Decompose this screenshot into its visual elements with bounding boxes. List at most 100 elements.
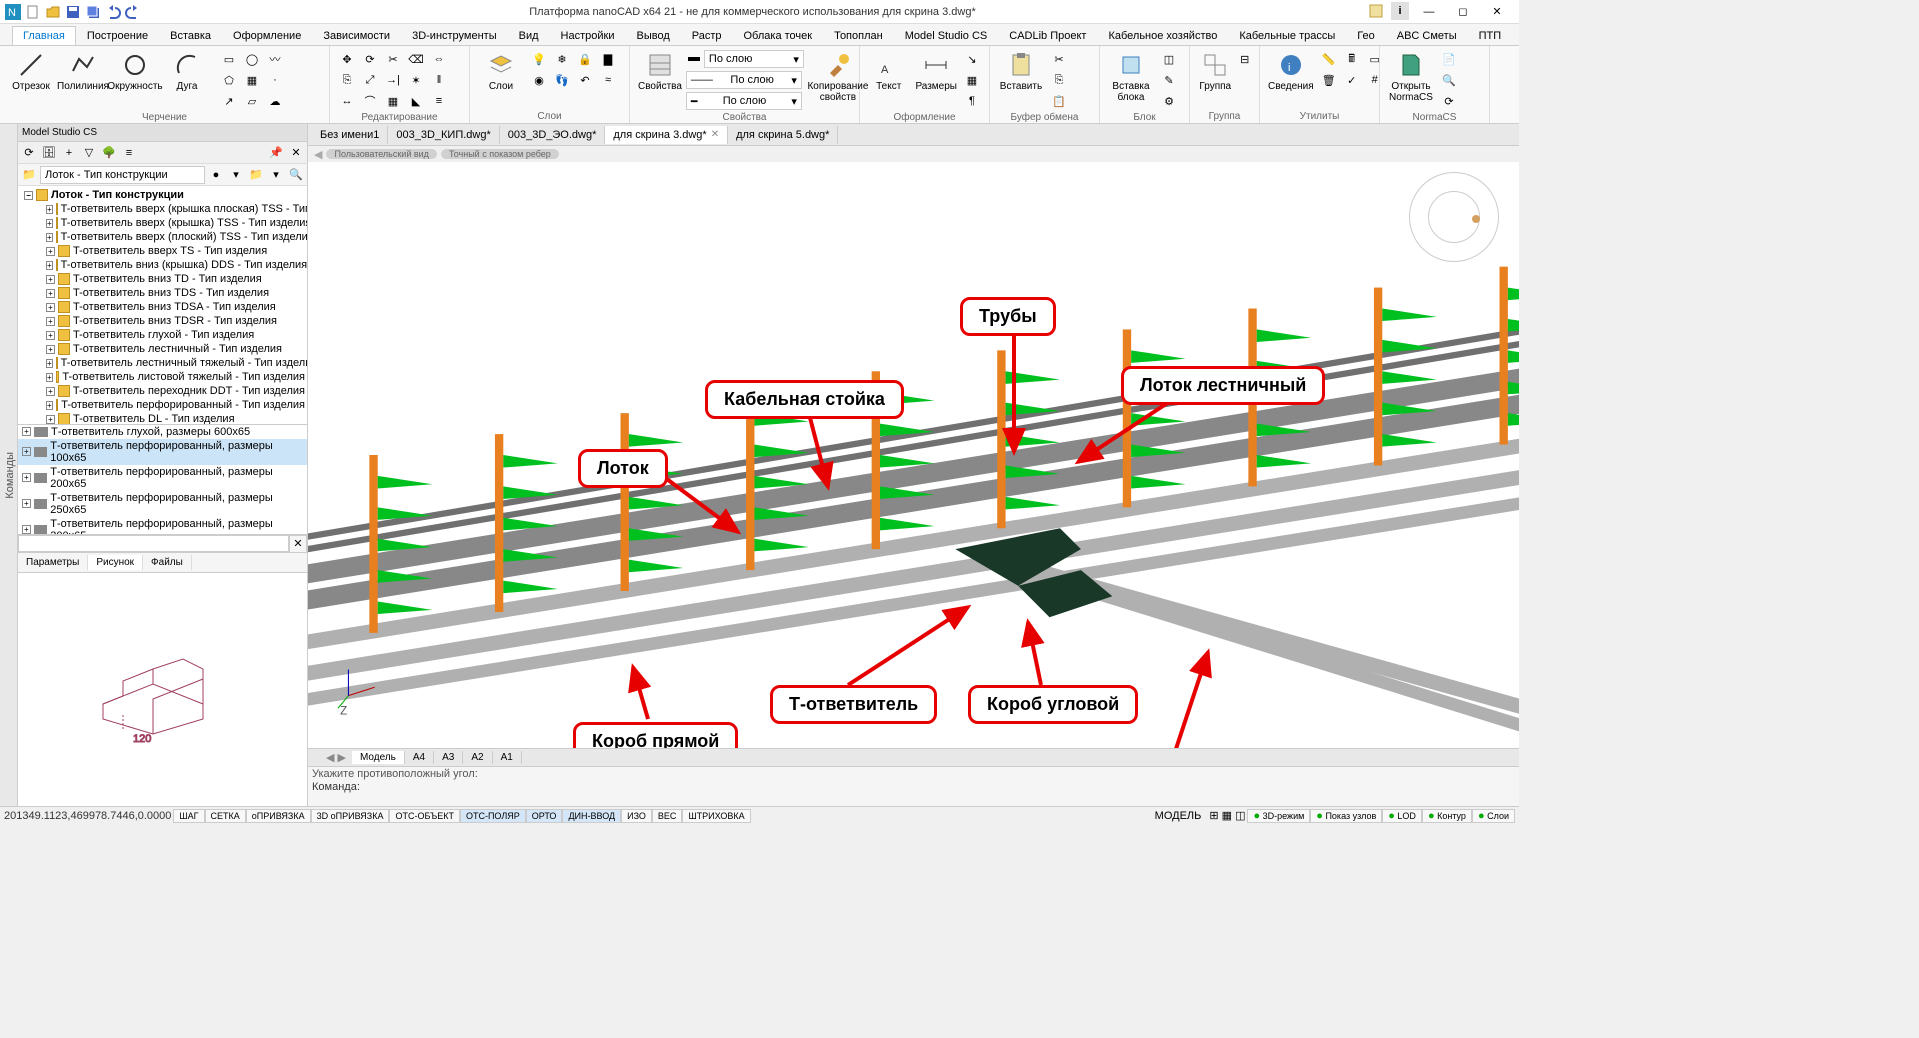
status-toggle-ШАГ[interactable]: ШАГ xyxy=(173,809,204,823)
tree-item[interactable]: +T-ответвитель вверх TS - Тип изделия xyxy=(20,244,305,258)
layer-match-icon[interactable]: ≈ xyxy=(597,70,619,90)
block-attr-icon[interactable]: ⚙ xyxy=(1158,91,1180,111)
ray-icon[interactable]: ↗ xyxy=(218,91,240,111)
tree-item[interactable]: +T-ответвитель вверх (крышка) TSS - Тип … xyxy=(20,216,305,230)
tree-item[interactable]: +T-ответвитель вниз TDSR - Тип изделия xyxy=(20,314,305,328)
expand-icon[interactable]: + xyxy=(46,275,55,284)
tb-pin-icon[interactable]: 📌 xyxy=(267,144,285,162)
status-right-Контур[interactable]: ● Контур xyxy=(1422,809,1472,823)
region-icon[interactable]: ▱ xyxy=(241,91,263,111)
tb-db-icon[interactable]: 🗄 xyxy=(40,144,58,162)
status-toggle-ВЕС[interactable]: ВЕС xyxy=(652,809,683,823)
breadcrumb-pill[interactable]: Точный с показом ребер xyxy=(441,149,559,159)
layout-tab-Модель[interactable]: Модель xyxy=(352,751,405,764)
measure-icon[interactable]: 📏 xyxy=(1318,49,1340,69)
table-icon[interactable]: ▦ xyxy=(961,70,983,90)
info-icon[interactable]: i xyxy=(1391,2,1409,20)
paste-special-icon[interactable]: 📋 xyxy=(1048,91,1070,111)
list-item[interactable]: +Т-ответвитель перфорированный, размеры … xyxy=(18,517,307,534)
ribbon-tab-Вставка[interactable]: Вставка xyxy=(159,26,222,45)
side-tab[interactable]: Команды xyxy=(3,446,17,505)
lineweight-combo[interactable]: ━ По слою▾ xyxy=(686,92,802,110)
breadcrumb-pill[interactable]: Пользовательский вид xyxy=(326,149,436,159)
cut-icon[interactable]: ✂ xyxy=(1048,49,1070,69)
undo-icon[interactable] xyxy=(104,3,122,21)
ellipse-icon[interactable]: ◯ xyxy=(241,49,263,69)
new-icon[interactable] xyxy=(24,3,42,21)
status-toggle-ОТС-ПОЛЯР[interactable]: ОТС-ПОЛЯР xyxy=(460,809,526,823)
document-tab[interactable]: Без имени1 xyxy=(312,126,388,144)
expand-icon[interactable]: + xyxy=(22,427,31,436)
chamfer-icon[interactable]: ◣ xyxy=(405,91,427,111)
tree-item[interactable]: +T-ответвитель вверх (крышка плоская) TS… xyxy=(20,202,305,216)
layer-color-icon[interactable]: ▇ xyxy=(597,49,619,69)
group-button[interactable]: Группа xyxy=(1196,49,1235,94)
maximize-button[interactable]: ◻ xyxy=(1449,2,1477,22)
polyline-button[interactable]: Полилиния xyxy=(58,49,108,94)
combo-find-icon[interactable]: 🔍 xyxy=(287,166,305,184)
status-right-3D-режим[interactable]: ● 3D-режим xyxy=(1247,809,1310,823)
expand-icon[interactable]: + xyxy=(46,261,53,270)
tree-item[interactable]: +T-ответвитель лестничный - Тип изделия xyxy=(20,342,305,356)
point-icon[interactable]: · xyxy=(264,70,286,90)
tree-item[interactable]: +T-ответвитель вниз (крышка) DDS - Тип и… xyxy=(20,258,305,272)
expand-icon[interactable]: + xyxy=(46,247,55,256)
document-tab[interactable]: 003_3D_ЭО.dwg* xyxy=(500,126,606,144)
layer-prev-icon[interactable]: ↶ xyxy=(574,70,596,90)
tree-item[interactable]: +T-ответвитель вверх (плоский) TSS - Тип… xyxy=(20,230,305,244)
rotate-icon[interactable]: ⟳ xyxy=(359,49,381,69)
expand-icon[interactable]: + xyxy=(22,525,31,534)
status-right-Показ узлов[interactable]: ● Показ узлов xyxy=(1310,809,1382,823)
layer-walk-icon[interactable]: 👣 xyxy=(551,70,573,90)
ribbon-tab-Топоплан[interactable]: Топоплан xyxy=(823,26,894,45)
model-indicator[interactable]: МОДЕЛЬ xyxy=(1149,810,1208,822)
ribbon-tab-ПТП[interactable]: ПТП xyxy=(1468,26,1513,45)
insert-block-button[interactable]: Вставка блока xyxy=(1106,49,1156,105)
ribbon-tab-Растр[interactable]: Растр xyxy=(681,26,733,45)
purge-icon[interactable]: 🗑 xyxy=(1318,70,1340,90)
array-icon[interactable]: ▦ xyxy=(382,91,404,111)
status-right-LOD[interactable]: ● LOD xyxy=(1382,809,1422,823)
combo-down-icon[interactable]: ▾ xyxy=(227,166,245,184)
fillet-icon[interactable]: ⌒ xyxy=(359,91,381,111)
tb-tree-icon[interactable]: 🌳 xyxy=(100,144,118,162)
calc-icon[interactable]: 🖩 xyxy=(1341,49,1363,69)
ribbon-tab-Вывод[interactable]: Вывод xyxy=(625,26,680,45)
copy-icon[interactable]: ⎘ xyxy=(336,70,358,90)
document-tab[interactable]: для скрина 3.dwg*✕ xyxy=(605,126,728,144)
tree-root[interactable]: −Лоток - Тип конструкции xyxy=(20,188,305,202)
close-tab-icon[interactable]: ✕ xyxy=(711,129,719,140)
properties-button[interactable]: Свойства xyxy=(636,49,684,94)
expand-icon[interactable]: + xyxy=(46,387,55,396)
tree-item[interactable]: +T-ответвитель вниз TDS - Тип изделия xyxy=(20,286,305,300)
status-toggle-ДИН-ВВОД[interactable]: ДИН-ВВОД xyxy=(562,809,621,823)
explode-icon[interactable]: ✶ xyxy=(405,70,427,90)
open-icon[interactable] xyxy=(44,3,62,21)
ribbon-tab-Оформление[interactable]: Оформление xyxy=(222,26,312,45)
expand-icon[interactable]: + xyxy=(46,401,53,410)
ribbon-tab-Model Studio CS[interactable]: Model Studio CS xyxy=(894,26,999,45)
search-clear-icon[interactable]: ✕ xyxy=(289,535,307,553)
paste-button[interactable]: Вставить xyxy=(996,49,1046,94)
minimize-button[interactable]: — xyxy=(1415,2,1443,22)
ribbon-tab-Настройки[interactable]: Настройки xyxy=(550,26,626,45)
expand-icon[interactable]: + xyxy=(46,373,53,382)
leader-icon[interactable]: ↘ xyxy=(961,49,983,69)
expand-icon[interactable]: + xyxy=(46,359,53,368)
ribbon-tab-Кабельные трассы[interactable]: Кабельные трассы xyxy=(1228,26,1346,45)
ungroup-icon[interactable]: ⊟ xyxy=(1237,49,1254,69)
layer-iso-icon[interactable]: ◉ xyxy=(528,70,550,90)
panel-tab-Параметры[interactable]: Параметры xyxy=(18,555,88,570)
close-button[interactable]: ✕ xyxy=(1483,2,1511,22)
ribbon-tab-Гео[interactable]: Гео xyxy=(1346,26,1385,45)
hatch-icon[interactable]: ▦ xyxy=(241,70,263,90)
command-input[interactable] xyxy=(360,782,1515,793)
layer-freeze-icon[interactable]: ❄ xyxy=(551,49,573,69)
cloud-icon[interactable]: ☁ xyxy=(264,91,286,111)
combo-down2-icon[interactable]: ▾ xyxy=(267,166,285,184)
ribbon-tab-Облака точек[interactable]: Облака точек xyxy=(733,26,824,45)
redo-icon[interactable] xyxy=(124,3,142,21)
layout-tab-A1[interactable]: A1 xyxy=(493,751,522,764)
status-toggle-3D оПРИВЯЗКА[interactable]: 3D оПРИВЯЗКА xyxy=(311,809,390,823)
extend-icon[interactable]: →| xyxy=(382,70,404,90)
